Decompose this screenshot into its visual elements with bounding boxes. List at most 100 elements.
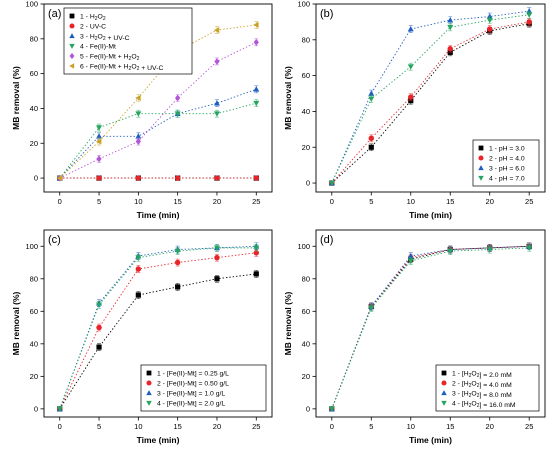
y-tick-label: 0: [34, 174, 38, 183]
y-axis-label: MB removal (%): [283, 66, 293, 130]
legend-marker: [69, 23, 75, 29]
y-tick-label: 0: [306, 404, 310, 413]
data-point: [447, 248, 454, 255]
legend-entry: 5 - Fe(II)-Mt + H2O2: [80, 53, 140, 62]
data-point: [135, 138, 141, 145]
series-3: [328, 7, 533, 186]
legend-entry: 3 - H2O2 + UV-C: [80, 33, 130, 42]
x-tick-label: 5: [97, 422, 101, 431]
data-point: [214, 58, 220, 65]
legend-marker: [69, 52, 75, 60]
y-tick-label: 40: [302, 339, 310, 348]
x-axis-label: Time (min): [137, 435, 180, 445]
series-line: [331, 23, 530, 184]
legend-marker: [69, 43, 75, 49]
y-tick-label: 0: [306, 179, 310, 188]
series-4: [328, 10, 533, 187]
panel-label: (a): [48, 8, 61, 20]
y-axis-label: MB removal (%): [11, 291, 21, 355]
legend-entry: 3 - [Fe(II)-Mt] = 1.0 g/L: [157, 390, 225, 397]
y-tick-label: 40: [30, 104, 38, 113]
legend-entry: 3 - pH = 6.0: [489, 165, 525, 172]
data-point: [174, 259, 181, 266]
series-line: [59, 102, 257, 179]
legend-box: [472, 139, 540, 187]
data-point: [174, 248, 181, 255]
legend-marker: [69, 13, 75, 19]
data-point: [96, 155, 102, 163]
series-4: [56, 244, 260, 412]
x-axis-label: Time (min): [409, 210, 452, 220]
data-point: [213, 111, 220, 117]
x-tick-label: 15: [446, 197, 454, 206]
data-point: [135, 292, 141, 298]
y-tick-label: 20: [30, 139, 38, 148]
legend: 1 - pH = 3.0 2 - pH = 4.0 3 - pH = 6.0 4 - …: [472, 139, 540, 187]
data-point: [174, 175, 181, 181]
data-point: [95, 138, 102, 145]
data-point: [135, 255, 142, 261]
legend-box: [435, 364, 540, 412]
data-point: [213, 100, 220, 106]
series-4: [328, 244, 533, 412]
y-tick-label: 80: [30, 34, 38, 43]
x-tick-label: 0: [330, 422, 334, 431]
x-tick-label: 5: [369, 422, 373, 431]
y-tick-label: 100: [25, 242, 38, 251]
x-tick-label: 25: [525, 197, 533, 206]
legend-entry: 4 - Fe(II)-Mt: [80, 43, 116, 50]
legend-marker: [146, 390, 152, 396]
chart-panel-2: 0 5 10 15 20 25 0 20 40 60 80 100 Time (min) MB remov…: [283, 0, 546, 220]
data-point: [368, 135, 375, 142]
data-point: [214, 254, 220, 261]
x-tick-label: 20: [213, 197, 221, 206]
data-point: [486, 26, 493, 32]
y-tick-label: 60: [302, 307, 310, 316]
series-6: [56, 21, 259, 182]
x-axis-label: Time (min): [137, 210, 180, 220]
x-tick-label: 25: [252, 197, 260, 206]
x-tick-label: 0: [330, 197, 334, 206]
legend-marker: [69, 63, 75, 69]
series-line: [331, 245, 530, 410]
series-line: [59, 252, 257, 410]
data-point: [447, 46, 453, 52]
y-tick-label: 80: [302, 35, 310, 44]
legend-entry: 2 - [H2O2] = 4.0 mM: [452, 380, 512, 389]
y-tick-label: 0: [34, 404, 38, 413]
series-4: [56, 99, 260, 182]
legend: 1 - [H2O2] = 2.0 mM2 - [H2O2] = 4.0 mM3 …: [435, 364, 540, 412]
y-tick-label: 40: [302, 107, 310, 116]
data-point: [253, 100, 260, 107]
legend-entry: 2 - pH = 4.0: [489, 155, 525, 162]
data-point: [253, 21, 259, 28]
data-point: [368, 90, 375, 96]
data-point: [526, 12, 533, 18]
series-3: [56, 85, 260, 181]
legend-entry: 1 - [Fe(II)-Mt] = 0.25 g/L: [157, 370, 229, 377]
data-point: [96, 175, 102, 181]
data-point: [368, 305, 375, 312]
legend-marker: [146, 380, 152, 386]
y-tick-label: 100: [297, 242, 310, 251]
legend-entry: 6 - Fe(II)-Mt + H2O2 + UV-C: [80, 63, 163, 72]
data-point: [56, 406, 63, 412]
series-line: [331, 245, 530, 410]
y-tick-label: 60: [302, 71, 310, 80]
data-point: [486, 13, 493, 19]
x-tick-label: 10: [407, 422, 415, 431]
x-tick-label: 15: [446, 422, 454, 431]
y-tick-label: 80: [302, 274, 310, 283]
data-point: [96, 302, 103, 308]
legend-marker: [478, 175, 484, 181]
legend-entry: 4 - [H2O2] = 16.0 mM: [452, 400, 516, 409]
data-point: [407, 25, 414, 32]
data-point: [408, 94, 414, 100]
panel-label: (d): [320, 234, 333, 246]
y-tick-label: 60: [30, 307, 38, 316]
series-line: [59, 245, 257, 410]
legend-entry: 2 - [Fe(II)-Mt] = 0.50 g/L: [157, 380, 229, 387]
data-point: [135, 95, 141, 101]
legend-marker: [146, 370, 152, 376]
